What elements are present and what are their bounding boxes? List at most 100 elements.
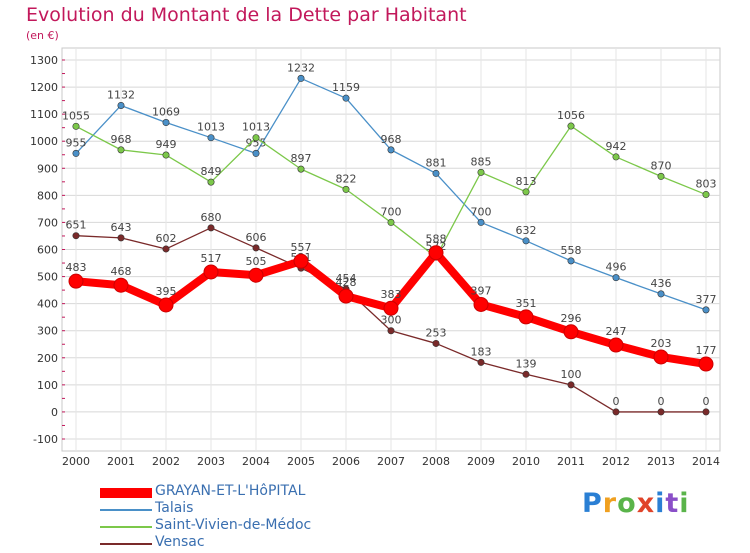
data-point — [657, 408, 665, 416]
chart-title: Evolution du Montant de la Dette par Hab… — [26, 4, 467, 26]
data-label: 968 — [381, 133, 402, 146]
data-label: 651 — [66, 219, 87, 232]
data-label: 468 — [111, 265, 132, 278]
data-point — [72, 122, 80, 130]
legend-label: Vensac — [155, 534, 205, 550]
data-point — [158, 297, 174, 313]
data-point — [567, 122, 575, 130]
data-point — [297, 165, 305, 173]
data-point — [338, 288, 354, 304]
data-point — [612, 274, 620, 282]
y-tick-label: 200 — [37, 352, 58, 365]
data-point — [117, 234, 125, 242]
data-point — [473, 296, 489, 312]
data-point — [432, 339, 440, 347]
data-point — [248, 267, 264, 283]
data-label: 496 — [606, 261, 627, 274]
data-label: 557 — [291, 241, 312, 254]
data-point — [162, 151, 170, 159]
x-tick-label: 2005 — [287, 455, 315, 468]
data-point — [612, 153, 620, 161]
y-tick-label: 1100 — [30, 108, 58, 121]
logo-letter: r — [602, 488, 618, 519]
logo-letter: i — [655, 488, 666, 519]
y-tick-label: 1200 — [30, 81, 58, 94]
data-point — [252, 134, 260, 142]
data-label: 897 — [291, 152, 312, 165]
legend-label: Talais — [155, 500, 194, 516]
y-tick-label: 400 — [37, 298, 58, 311]
legend-swatch — [100, 543, 152, 545]
logo-letter: t — [665, 488, 680, 519]
data-point — [657, 172, 665, 180]
data-label: 881 — [426, 156, 447, 169]
data-point — [477, 168, 485, 176]
x-tick-label: 2001 — [107, 455, 135, 468]
data-point — [342, 185, 350, 193]
legend-swatch — [100, 509, 152, 511]
data-label: 643 — [111, 221, 132, 234]
data-label: 0 — [703, 395, 710, 408]
data-label: 942 — [606, 140, 627, 153]
data-point — [387, 327, 395, 335]
data-label: 505 — [246, 255, 267, 268]
x-tick-label: 2010 — [512, 455, 540, 468]
y-tick-label: 100 — [37, 379, 58, 392]
x-tick-label: 2004 — [242, 455, 270, 468]
logo-letter: o — [617, 488, 637, 519]
y-tick-label: 500 — [37, 271, 58, 284]
data-label: 253 — [426, 326, 447, 339]
data-point — [207, 224, 215, 232]
data-label: 813 — [516, 175, 537, 188]
data-label: 968 — [111, 133, 132, 146]
data-label: 949 — [156, 138, 177, 151]
x-tick-label: 2003 — [197, 455, 225, 468]
y-tick-label: 300 — [37, 325, 58, 338]
data-label: 700 — [381, 205, 402, 218]
data-label: 483 — [66, 261, 87, 274]
data-point — [203, 264, 219, 280]
proxiti-logo: Proxiti — [582, 488, 690, 519]
x-tick-label: 2007 — [377, 455, 405, 468]
data-label: 0 — [658, 395, 665, 408]
logo-letter: i — [679, 488, 690, 519]
data-label: 955 — [66, 136, 87, 149]
data-point — [563, 324, 579, 340]
data-point — [162, 245, 170, 253]
data-label: 1132 — [107, 88, 135, 101]
data-label: 177 — [696, 344, 717, 357]
data-point — [162, 119, 170, 127]
data-point — [113, 277, 129, 293]
data-label: 606 — [246, 231, 267, 244]
data-label: 803 — [696, 178, 717, 191]
data-point — [432, 169, 440, 177]
data-point — [702, 191, 710, 199]
x-tick-label: 2002 — [152, 455, 180, 468]
data-label: 558 — [561, 244, 582, 257]
data-label: 1055 — [62, 109, 90, 122]
data-label: 203 — [651, 337, 672, 350]
data-label: 870 — [651, 159, 672, 172]
y-tick-label: 900 — [37, 162, 58, 175]
data-label: 436 — [651, 277, 672, 290]
data-label: 1159 — [332, 81, 360, 94]
logo-letter: P — [582, 488, 603, 519]
data-point — [653, 349, 669, 365]
data-label: 1232 — [287, 61, 315, 74]
y-tick-label: 0 — [51, 406, 58, 419]
data-point — [207, 178, 215, 186]
data-point — [68, 273, 84, 289]
data-label: 454 — [336, 272, 357, 285]
data-label: 822 — [336, 172, 357, 185]
y-tick-label: 800 — [37, 189, 58, 202]
data-point — [567, 257, 575, 265]
data-label: 351 — [516, 297, 537, 310]
y-tick-label: 1300 — [30, 54, 58, 67]
data-point — [702, 306, 710, 314]
data-label: 377 — [696, 293, 717, 306]
unit-label: (en €) — [26, 29, 59, 42]
x-tick-label: 2012 — [602, 455, 630, 468]
data-point — [387, 146, 395, 154]
